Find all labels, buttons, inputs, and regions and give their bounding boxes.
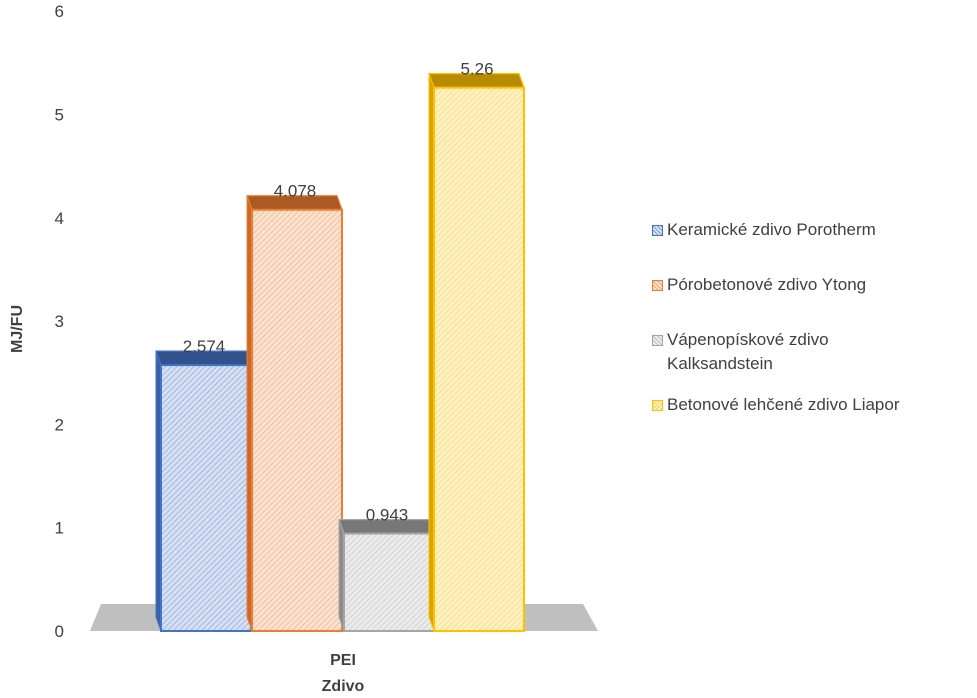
bars: [155, 73, 525, 632]
y-tick-label: 4: [55, 209, 64, 228]
bar-front-face: [343, 532, 435, 632]
y-tick-label: 0: [55, 622, 64, 641]
bar-1: [155, 350, 252, 632]
legend-label: Pórobetonové zdivo Ytong: [667, 273, 866, 297]
data-label-2: 4.078: [274, 182, 317, 201]
y-tick-label: 3: [55, 312, 64, 331]
legend-swatch: [652, 280, 663, 291]
bar-front-face: [160, 364, 252, 632]
legend-label-line: Vápenopískové zdivo: [667, 330, 829, 349]
legend-label-line: Kalksandstein: [667, 354, 773, 373]
bar-front-face: [251, 208, 343, 632]
y-tick-label: 1: [55, 519, 64, 538]
bar-4: [428, 73, 525, 632]
legend-item-3: Vápenopískové zdivo Kalksandstein: [652, 328, 972, 376]
legend-label-line: Pórobetonové zdivo Ytong: [667, 275, 867, 294]
bar-3: [338, 518, 435, 632]
y-axis: 0 1 2 3 4 5 6: [55, 2, 64, 641]
x-tick-label: PEI: [330, 652, 356, 669]
data-label-1: 2.574: [183, 337, 226, 356]
legend: Keramické zdivo Porotherm Pórobetonové zd…: [652, 218, 972, 448]
data-label-3: 0.943: [366, 506, 409, 525]
legend-swatch: [652, 225, 663, 236]
bar-2: [246, 195, 343, 632]
y-tick-label: 2: [55, 415, 64, 434]
legend-label: Vápenopískové zdivo Kalksandstein: [667, 328, 829, 376]
y-tick-label: 5: [55, 106, 64, 125]
legend-item-4: Betonové lehčené zdivo Liapor: [652, 393, 972, 417]
legend-item-2: Pórobetonové zdivo Ytong: [652, 273, 972, 297]
legend-label-line: Keramické zdivo Porotherm: [667, 220, 876, 239]
legend-label: Betonové lehčené zdivo Liapor: [667, 393, 900, 417]
legend-label-line: Betonové lehčené zdivo Liapor: [667, 395, 900, 414]
x-axis-title: Zdivo: [322, 678, 365, 695]
data-labels: 2.574 4.078 0.943 5.26: [183, 60, 494, 525]
legend-swatch: [652, 335, 663, 346]
y-tick-label: 6: [55, 2, 64, 21]
data-label-4: 5.26: [460, 60, 493, 79]
bar-front-face: [433, 86, 525, 632]
legend-swatch: [652, 400, 663, 411]
legend-item-1: Keramické zdivo Porotherm: [652, 218, 972, 242]
legend-label: Keramické zdivo Porotherm: [667, 218, 876, 242]
y-axis-title: MJ/FU: [9, 305, 26, 353]
